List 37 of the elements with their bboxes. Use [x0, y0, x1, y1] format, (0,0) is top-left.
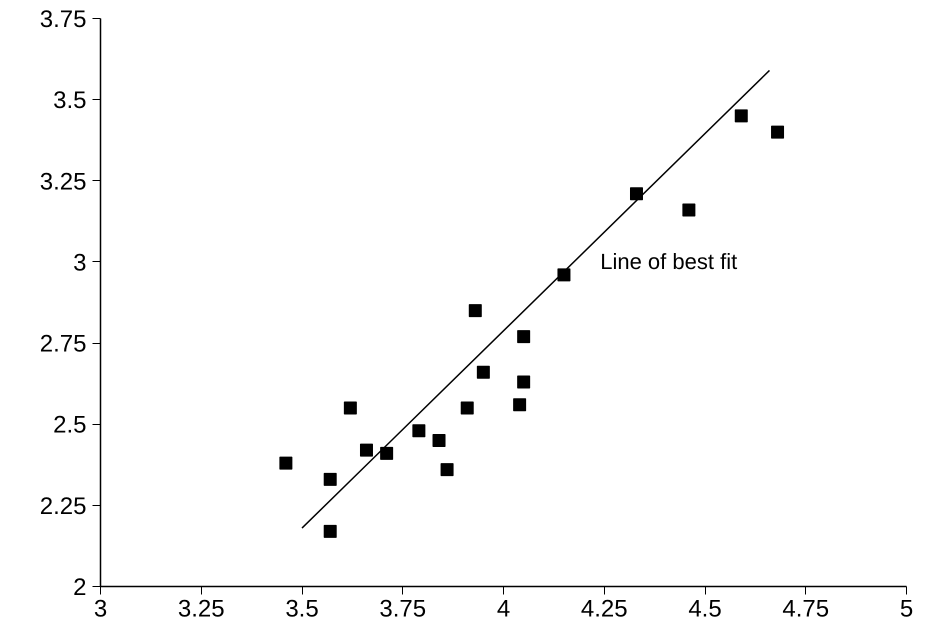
point — [468, 304, 482, 318]
annotation: Line of best fit — [600, 249, 738, 274]
point — [517, 330, 530, 344]
y-tick-label: 2.75 — [40, 330, 87, 358]
point — [279, 456, 292, 470]
y-tick-label: 3.25 — [40, 168, 87, 196]
y-tick-label: 2.5 — [53, 412, 87, 439]
point — [380, 446, 394, 460]
point — [517, 376, 530, 389]
x-tick-label: 5 — [900, 596, 914, 622]
point — [476, 366, 490, 379]
point — [360, 444, 373, 457]
x-tick-label: 4.75 — [782, 596, 830, 622]
point — [682, 203, 696, 216]
point — [734, 109, 748, 122]
x-tick-label: 3.5 — [285, 596, 319, 622]
x-tick-label: 3 — [94, 596, 108, 622]
y-tick-label: 2.25 — [40, 492, 87, 520]
y-tick-label: 3.5 — [53, 87, 87, 114]
y-tick-label: 3.75 — [40, 6, 87, 33]
point — [440, 463, 454, 476]
point — [432, 434, 446, 447]
point — [460, 401, 474, 414]
y-tick-label: 3 — [73, 249, 87, 276]
x-tick-label: 4 — [496, 596, 510, 622]
point — [513, 398, 526, 412]
x-tick-label: 3.25 — [178, 596, 225, 622]
point — [324, 524, 337, 538]
point — [324, 472, 337, 486]
point — [630, 187, 643, 200]
x-tick-label: 4.25 — [580, 596, 628, 622]
x-tick-label: 4.5 — [688, 596, 722, 622]
point — [412, 424, 426, 438]
point — [344, 401, 357, 414]
y-tick-label: 2 — [73, 574, 87, 601]
point — [771, 126, 784, 139]
x-tick-label: 3.75 — [379, 596, 426, 622]
